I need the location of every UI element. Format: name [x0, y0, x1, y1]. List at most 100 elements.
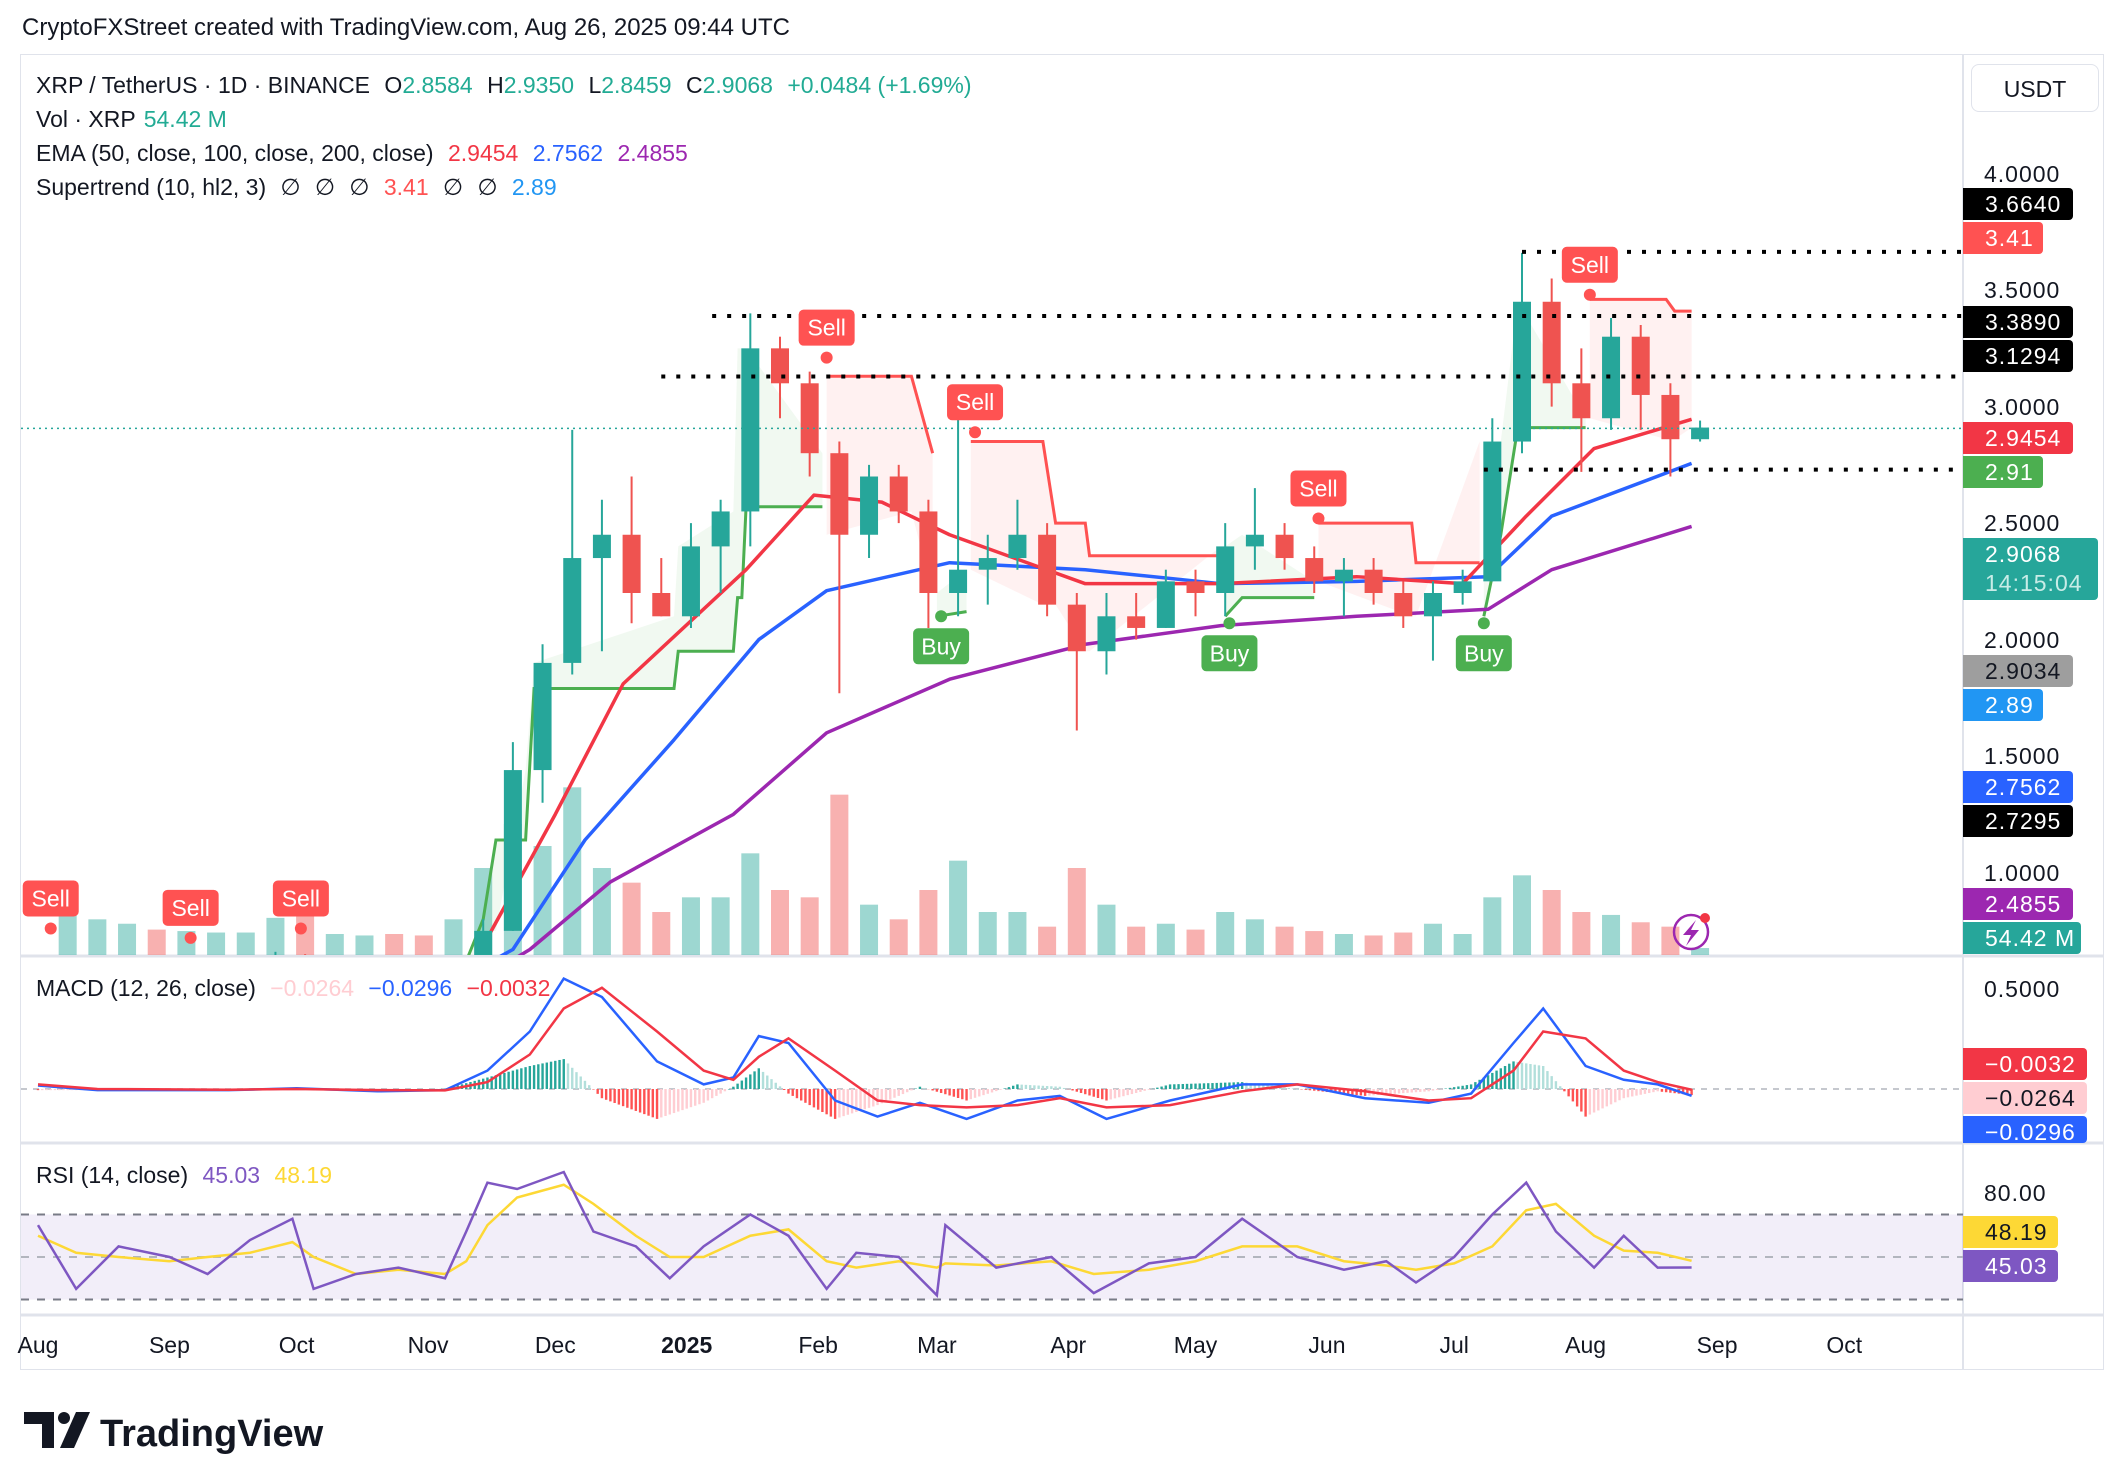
time-axis-tick: Nov	[407, 1332, 449, 1358]
volume-bar	[1394, 932, 1413, 955]
macd-histogram-bar	[1512, 1061, 1515, 1089]
macd-histogram-bar	[609, 1089, 612, 1102]
macd-histogram-bar	[829, 1089, 833, 1117]
candle-body	[1394, 593, 1413, 617]
macd-histogram-bar	[660, 1089, 663, 1118]
rsi-label[interactable]: RSI (14, close)	[36, 1162, 189, 1188]
macd-histogram-bar	[1249, 1083, 1252, 1089]
macd-histogram-bar	[507, 1071, 510, 1089]
macd-histogram-bar	[944, 1089, 947, 1095]
price-axis-tick: 2.5000	[1984, 510, 2061, 537]
macd-histogram-bar	[36, 1089, 40, 1091]
macd-histogram-bar	[956, 1089, 960, 1098]
signal-bubble	[1561, 246, 1618, 283]
macd-histogram-bar	[855, 1089, 858, 1112]
macd-histogram-bar	[1262, 1084, 1265, 1089]
time-axis-tick: Jun	[1308, 1332, 1346, 1358]
macd-histogram-bar	[1118, 1089, 1121, 1098]
macd-histogram-bar	[990, 1089, 994, 1093]
volume-bar	[236, 932, 255, 955]
ema100-value: 2.7562	[532, 140, 604, 166]
ema-label[interactable]: EMA (50, close, 100, close, 200, close)	[36, 140, 434, 166]
signal-bubble	[798, 309, 855, 346]
macd-legend: MACD (12, 26, close) −0.0264 −0.0296 −0.…	[36, 975, 558, 1002]
macd-signal-line	[37, 986, 1692, 1109]
macd-histogram-bar	[1185, 1083, 1189, 1089]
signal-dot	[184, 931, 197, 944]
macd-histogram-bar	[592, 1089, 595, 1090]
macd-histogram-bar	[1431, 1089, 1435, 1091]
candle-body	[1513, 301, 1531, 442]
macd-histogram-bar	[1092, 1089, 1095, 1097]
st-value: ∅	[477, 174, 498, 200]
macd-histogram-bar	[808, 1089, 811, 1106]
signal-bubble	[272, 880, 329, 917]
signal-bubble	[162, 889, 219, 926]
macd-label[interactable]: MACD (12, 26, close)	[36, 975, 256, 1001]
rsi-legend: RSI (14, close) 45.03 48.19	[36, 1162, 340, 1189]
ema200-line	[517, 524, 1693, 955]
macd-histogram-bar	[1406, 1089, 1409, 1093]
candle-body	[978, 558, 997, 570]
signal-bubble	[913, 628, 970, 665]
volume-label[interactable]: Vol · XRP	[36, 106, 136, 132]
macd-histogram-bar	[1614, 1089, 1617, 1103]
candle-body	[860, 476, 879, 535]
st-value: ∅	[349, 174, 370, 200]
candle-body	[1572, 383, 1591, 419]
macd-histogram-bar	[1656, 1089, 1659, 1092]
volume-bar	[1631, 922, 1650, 955]
symbol-title[interactable]: XRP / TetherUS · 1D · BINANCE	[36, 72, 371, 98]
currency-button[interactable]: USDT	[1971, 64, 2099, 112]
sell-signal: Sell	[162, 889, 219, 944]
macd-histogram-bar	[939, 1089, 943, 1093]
macd-histogram-bar	[1669, 1089, 1672, 1093]
volume-bar	[266, 917, 285, 955]
lightning-icon[interactable]	[1672, 913, 1710, 951]
macd-histogram-bar	[511, 1070, 515, 1089]
chart-attribution: CryptoFXStreet created with TradingView.…	[22, 14, 790, 41]
volume-bar	[800, 897, 819, 955]
macd-histogram-bar	[494, 1075, 498, 1089]
candle-body	[237, 968, 255, 970]
supertrend-fill	[1318, 441, 1480, 617]
macd-histogram-bar	[1075, 1089, 1078, 1092]
time-axis-tick: Oct	[278, 1332, 315, 1358]
supertrend-label[interactable]: Supertrend (10, hl2, 3)	[36, 174, 267, 200]
macd-histogram-bar	[621, 1089, 625, 1107]
macd-histogram-bar	[1652, 1089, 1655, 1093]
open-label: O	[384, 72, 403, 98]
ema50-badge: 2.9454	[1963, 422, 2073, 454]
macd-histogram-bar	[986, 1089, 989, 1094]
rsi-badge: 45.03	[1963, 1250, 2058, 1282]
macd-histogram-bar	[1533, 1064, 1536, 1089]
macd-histogram-bar	[1592, 1089, 1596, 1113]
sell-signal: Sell	[272, 880, 329, 935]
volume-legend: Vol · XRP 54.42 M	[36, 106, 235, 133]
macd-histogram-bar	[710, 1089, 714, 1099]
macd-histogram-bar	[685, 1089, 688, 1109]
macd-histogram-bar	[1537, 1065, 1541, 1089]
signal-bubble	[1201, 635, 1258, 672]
macd-histogram-bar	[1219, 1082, 1223, 1089]
macd-histogram-bar	[70, 1089, 74, 1091]
macd-histogram-bar	[1474, 1082, 1477, 1089]
tradingview-logo[interactable]: TradingView	[24, 1408, 354, 1459]
candle-body	[503, 770, 522, 931]
macd-histogram-bar	[744, 1077, 748, 1089]
time-axis-tick: 2025	[661, 1332, 713, 1358]
macd-histogram-bar	[1084, 1089, 1087, 1095]
candle-body	[1483, 441, 1502, 582]
level-badge: 3.1294	[1963, 340, 2073, 372]
close-value: 2.9068	[702, 72, 773, 98]
candle-body	[919, 511, 938, 593]
macd-histogram-bar	[753, 1071, 756, 1089]
macd-histogram-bar	[664, 1089, 667, 1116]
supertrend-fill	[1225, 534, 1315, 617]
volume-bar	[1453, 934, 1472, 955]
macd-histogram-bar	[617, 1089, 621, 1105]
macd-histogram-bar	[681, 1089, 684, 1111]
macd-histogram-bar	[1181, 1083, 1184, 1089]
volume-bar	[1513, 875, 1531, 955]
